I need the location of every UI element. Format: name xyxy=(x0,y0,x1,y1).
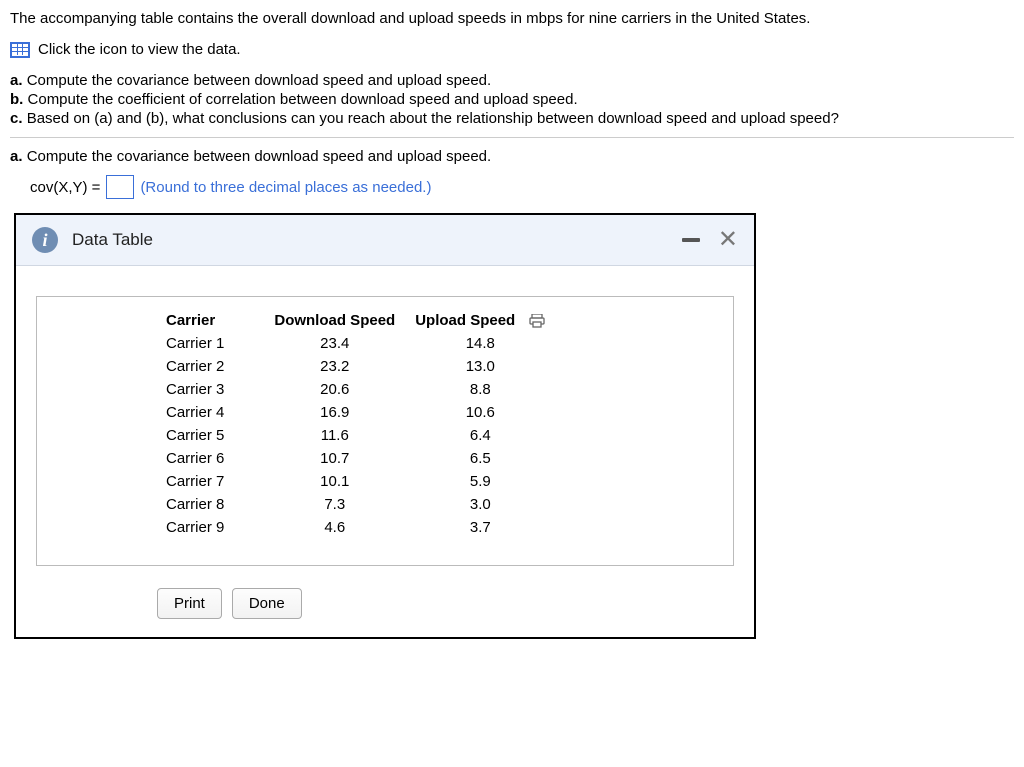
table-cell: 23.2 xyxy=(264,355,405,378)
table-row: Carrier 320.68.8 xyxy=(156,378,555,401)
table-header-row: Carrier Download Speed Upload Speed xyxy=(156,309,555,332)
table-row: Carrier 511.66.4 xyxy=(156,424,555,447)
minimize-icon[interactable] xyxy=(682,238,700,242)
answer-hint: (Round to three decimal places as needed… xyxy=(140,179,431,196)
answer-label: cov(X,Y) = xyxy=(30,179,100,196)
table-cell: Carrier 5 xyxy=(156,424,264,447)
question-text: Compute the covariance between download … xyxy=(27,72,492,89)
table-cell: 10.7 xyxy=(264,447,405,470)
table-cell: 3.7 xyxy=(405,516,555,539)
table-cell: 10.1 xyxy=(264,470,405,493)
table-cell: 4.6 xyxy=(264,516,405,539)
close-icon[interactable]: ✕ xyxy=(718,228,738,252)
table-row: Carrier 610.76.5 xyxy=(156,447,555,470)
current-question: a. Compute the covariance between downlo… xyxy=(10,148,1014,165)
print-button[interactable]: Print xyxy=(157,588,222,619)
dialog-body: Carrier Download Speed Upload Speed Carr… xyxy=(16,266,754,637)
answer-input[interactable] xyxy=(106,175,134,199)
question-text: Based on (a) and (b), what conclusions c… xyxy=(27,110,839,127)
table-row: Carrier 223.213.0 xyxy=(156,355,555,378)
table-cell: 7.3 xyxy=(264,493,405,516)
col-header: Carrier xyxy=(156,309,264,332)
table-row: Carrier 94.63.7 xyxy=(156,516,555,539)
table-cell: Carrier 3 xyxy=(156,378,264,401)
question-letter: a. xyxy=(10,72,23,89)
table-cell: 6.4 xyxy=(405,424,555,447)
question-a: a. Compute the covariance between downlo… xyxy=(10,72,1014,89)
table-cell: 16.9 xyxy=(264,401,405,424)
table-cell: 3.0 xyxy=(405,493,555,516)
table-row: Carrier 416.910.6 xyxy=(156,401,555,424)
table-container: Carrier Download Speed Upload Speed Carr… xyxy=(36,296,734,566)
data-table: Carrier Download Speed Upload Speed Carr… xyxy=(156,309,555,539)
intro-text: The accompanying table contains the over… xyxy=(10,10,1014,27)
table-cell: 6.5 xyxy=(405,447,555,470)
question-b: b. Compute the coefficient of correlatio… xyxy=(10,91,1014,108)
table-row: Carrier 123.414.8 xyxy=(156,332,555,355)
info-icon: i xyxy=(32,227,58,253)
answer-row: cov(X,Y) = (Round to three decimal place… xyxy=(30,175,1014,199)
dialog-buttons: Print Done xyxy=(157,588,302,619)
table-cell: Carrier 9 xyxy=(156,516,264,539)
data-table-dialog: i Data Table ✕ Carrier Download Speed Up… xyxy=(14,213,756,639)
table-cell: Carrier 2 xyxy=(156,355,264,378)
table-cell: Carrier 4 xyxy=(156,401,264,424)
table-cell: 8.8 xyxy=(405,378,555,401)
table-cell: 10.6 xyxy=(405,401,555,424)
dialog-title: Data Table xyxy=(72,230,153,250)
table-cell: 23.4 xyxy=(264,332,405,355)
current-question-text: Compute the covariance between download … xyxy=(27,148,492,165)
table-cell: Carrier 1 xyxy=(156,332,264,355)
dialog-header: i Data Table ✕ xyxy=(16,215,754,266)
question-text: Compute the coefficient of correlation b… xyxy=(28,91,578,108)
table-icon[interactable] xyxy=(10,42,30,58)
view-data-label: Click the icon to view the data. xyxy=(38,41,241,58)
table-cell: Carrier 7 xyxy=(156,470,264,493)
table-row: Carrier 87.33.0 xyxy=(156,493,555,516)
table-cell: 13.0 xyxy=(405,355,555,378)
done-button[interactable]: Done xyxy=(232,588,302,619)
question-letter: c. xyxy=(10,110,23,127)
col-header: Download Speed xyxy=(264,309,405,332)
question-c: c. Based on (a) and (b), what conclusion… xyxy=(10,110,1014,127)
table-cell: 20.6 xyxy=(264,378,405,401)
table-cell: 14.8 xyxy=(405,332,555,355)
separator xyxy=(10,137,1014,138)
table-cell: Carrier 8 xyxy=(156,493,264,516)
table-row: Carrier 710.15.9 xyxy=(156,470,555,493)
question-letter: b. xyxy=(10,91,23,108)
table-cell: Carrier 6 xyxy=(156,447,264,470)
current-question-letter: a. xyxy=(10,148,23,165)
table-cell: 5.9 xyxy=(405,470,555,493)
view-data-row: Click the icon to view the data. xyxy=(10,41,1014,58)
col-header: Upload Speed xyxy=(405,309,555,332)
table-cell: 11.6 xyxy=(264,424,405,447)
print-icon[interactable] xyxy=(529,314,545,328)
